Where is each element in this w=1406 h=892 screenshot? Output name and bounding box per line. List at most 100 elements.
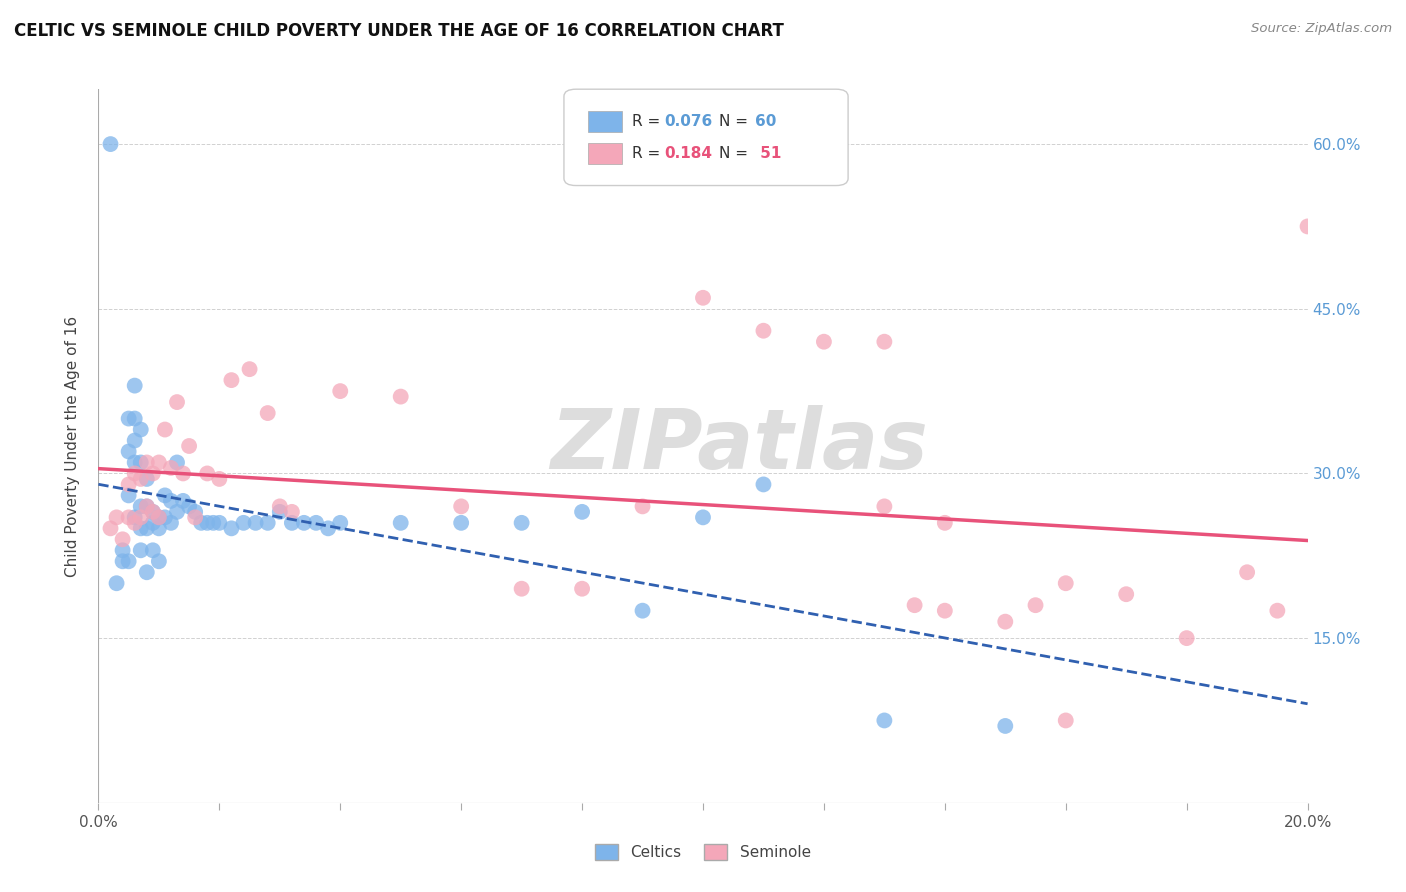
Point	[1175, 631, 1198, 645]
Point	[179, 500, 201, 514]
Point	[148, 521, 170, 535]
Point	[994, 615, 1017, 629]
Point	[129, 423, 152, 437]
Point	[111, 554, 134, 568]
Text: ZIPatlas: ZIPatlas	[550, 406, 928, 486]
Text: CELTIC VS SEMINOLE CHILD POVERTY UNDER THE AGE OF 16 CORRELATION CHART: CELTIC VS SEMINOLE CHILD POVERTY UNDER T…	[14, 22, 785, 40]
Point	[105, 510, 128, 524]
Point	[752, 477, 775, 491]
Bar	[588, 143, 621, 164]
Point	[752, 324, 775, 338]
Point	[166, 505, 188, 519]
Point	[232, 516, 254, 530]
Point	[510, 516, 533, 530]
Point	[105, 576, 128, 591]
Point	[148, 510, 170, 524]
Point	[129, 521, 152, 535]
Point	[873, 334, 896, 349]
Point	[148, 455, 170, 469]
Bar	[588, 111, 621, 132]
Point	[172, 494, 194, 508]
Point	[692, 510, 714, 524]
Point	[292, 516, 315, 530]
FancyBboxPatch shape	[564, 89, 848, 186]
Point	[153, 488, 176, 502]
Point	[142, 505, 165, 519]
Point	[142, 467, 165, 481]
Point	[118, 554, 141, 568]
Point	[256, 406, 278, 420]
Point	[166, 395, 188, 409]
Text: N =: N =	[718, 114, 752, 128]
Point	[904, 598, 927, 612]
Point	[100, 521, 122, 535]
Point	[124, 516, 146, 530]
Point	[135, 455, 157, 469]
Point	[934, 604, 956, 618]
Point	[172, 467, 194, 481]
Point	[256, 516, 278, 530]
Point	[153, 510, 176, 524]
Point	[160, 494, 183, 508]
Point	[129, 455, 152, 469]
Point	[111, 533, 134, 547]
Point	[329, 516, 352, 530]
Point	[631, 500, 654, 514]
Text: 60: 60	[755, 114, 776, 128]
Point	[124, 467, 146, 481]
Text: Source: ZipAtlas.com: Source: ZipAtlas.com	[1251, 22, 1392, 36]
Point	[631, 604, 654, 618]
Point	[571, 505, 593, 519]
Point	[184, 505, 207, 519]
Point	[269, 500, 291, 514]
Point	[160, 516, 183, 530]
Point	[1296, 219, 1319, 234]
Point	[124, 378, 146, 392]
Point	[135, 500, 157, 514]
Point	[129, 510, 152, 524]
Point	[135, 566, 157, 580]
Point	[129, 472, 152, 486]
Text: N =: N =	[718, 146, 752, 161]
Point	[1024, 598, 1046, 612]
Point	[195, 516, 218, 530]
Point	[142, 543, 165, 558]
Text: R =: R =	[631, 114, 665, 128]
Point	[1267, 604, 1289, 618]
Point	[305, 516, 328, 530]
Point	[135, 521, 157, 535]
Point	[510, 582, 533, 596]
Point	[873, 500, 896, 514]
Point	[124, 434, 146, 448]
Text: 0.076: 0.076	[664, 114, 713, 128]
Point	[135, 472, 157, 486]
Point	[190, 516, 212, 530]
Point	[571, 582, 593, 596]
Point	[153, 423, 176, 437]
Point	[195, 467, 218, 481]
Point	[389, 516, 412, 530]
Point	[118, 477, 141, 491]
Point	[221, 373, 243, 387]
Point	[184, 510, 207, 524]
Point	[124, 455, 146, 469]
Point	[873, 714, 896, 728]
Text: 0.184: 0.184	[664, 146, 713, 161]
Point	[245, 516, 267, 530]
Point	[202, 516, 225, 530]
Text: R =: R =	[631, 146, 665, 161]
Point	[118, 411, 141, 425]
Point	[1115, 587, 1137, 601]
Legend: Celtics, Seminole: Celtics, Seminole	[589, 838, 817, 866]
Point	[129, 500, 152, 514]
Point	[118, 444, 141, 458]
Point	[118, 488, 141, 502]
Point	[813, 334, 835, 349]
Point	[166, 455, 188, 469]
Point	[1236, 566, 1258, 580]
Point	[450, 516, 472, 530]
Text: 51: 51	[755, 146, 782, 161]
Point	[208, 516, 231, 530]
Point	[239, 362, 262, 376]
Point	[100, 137, 122, 152]
